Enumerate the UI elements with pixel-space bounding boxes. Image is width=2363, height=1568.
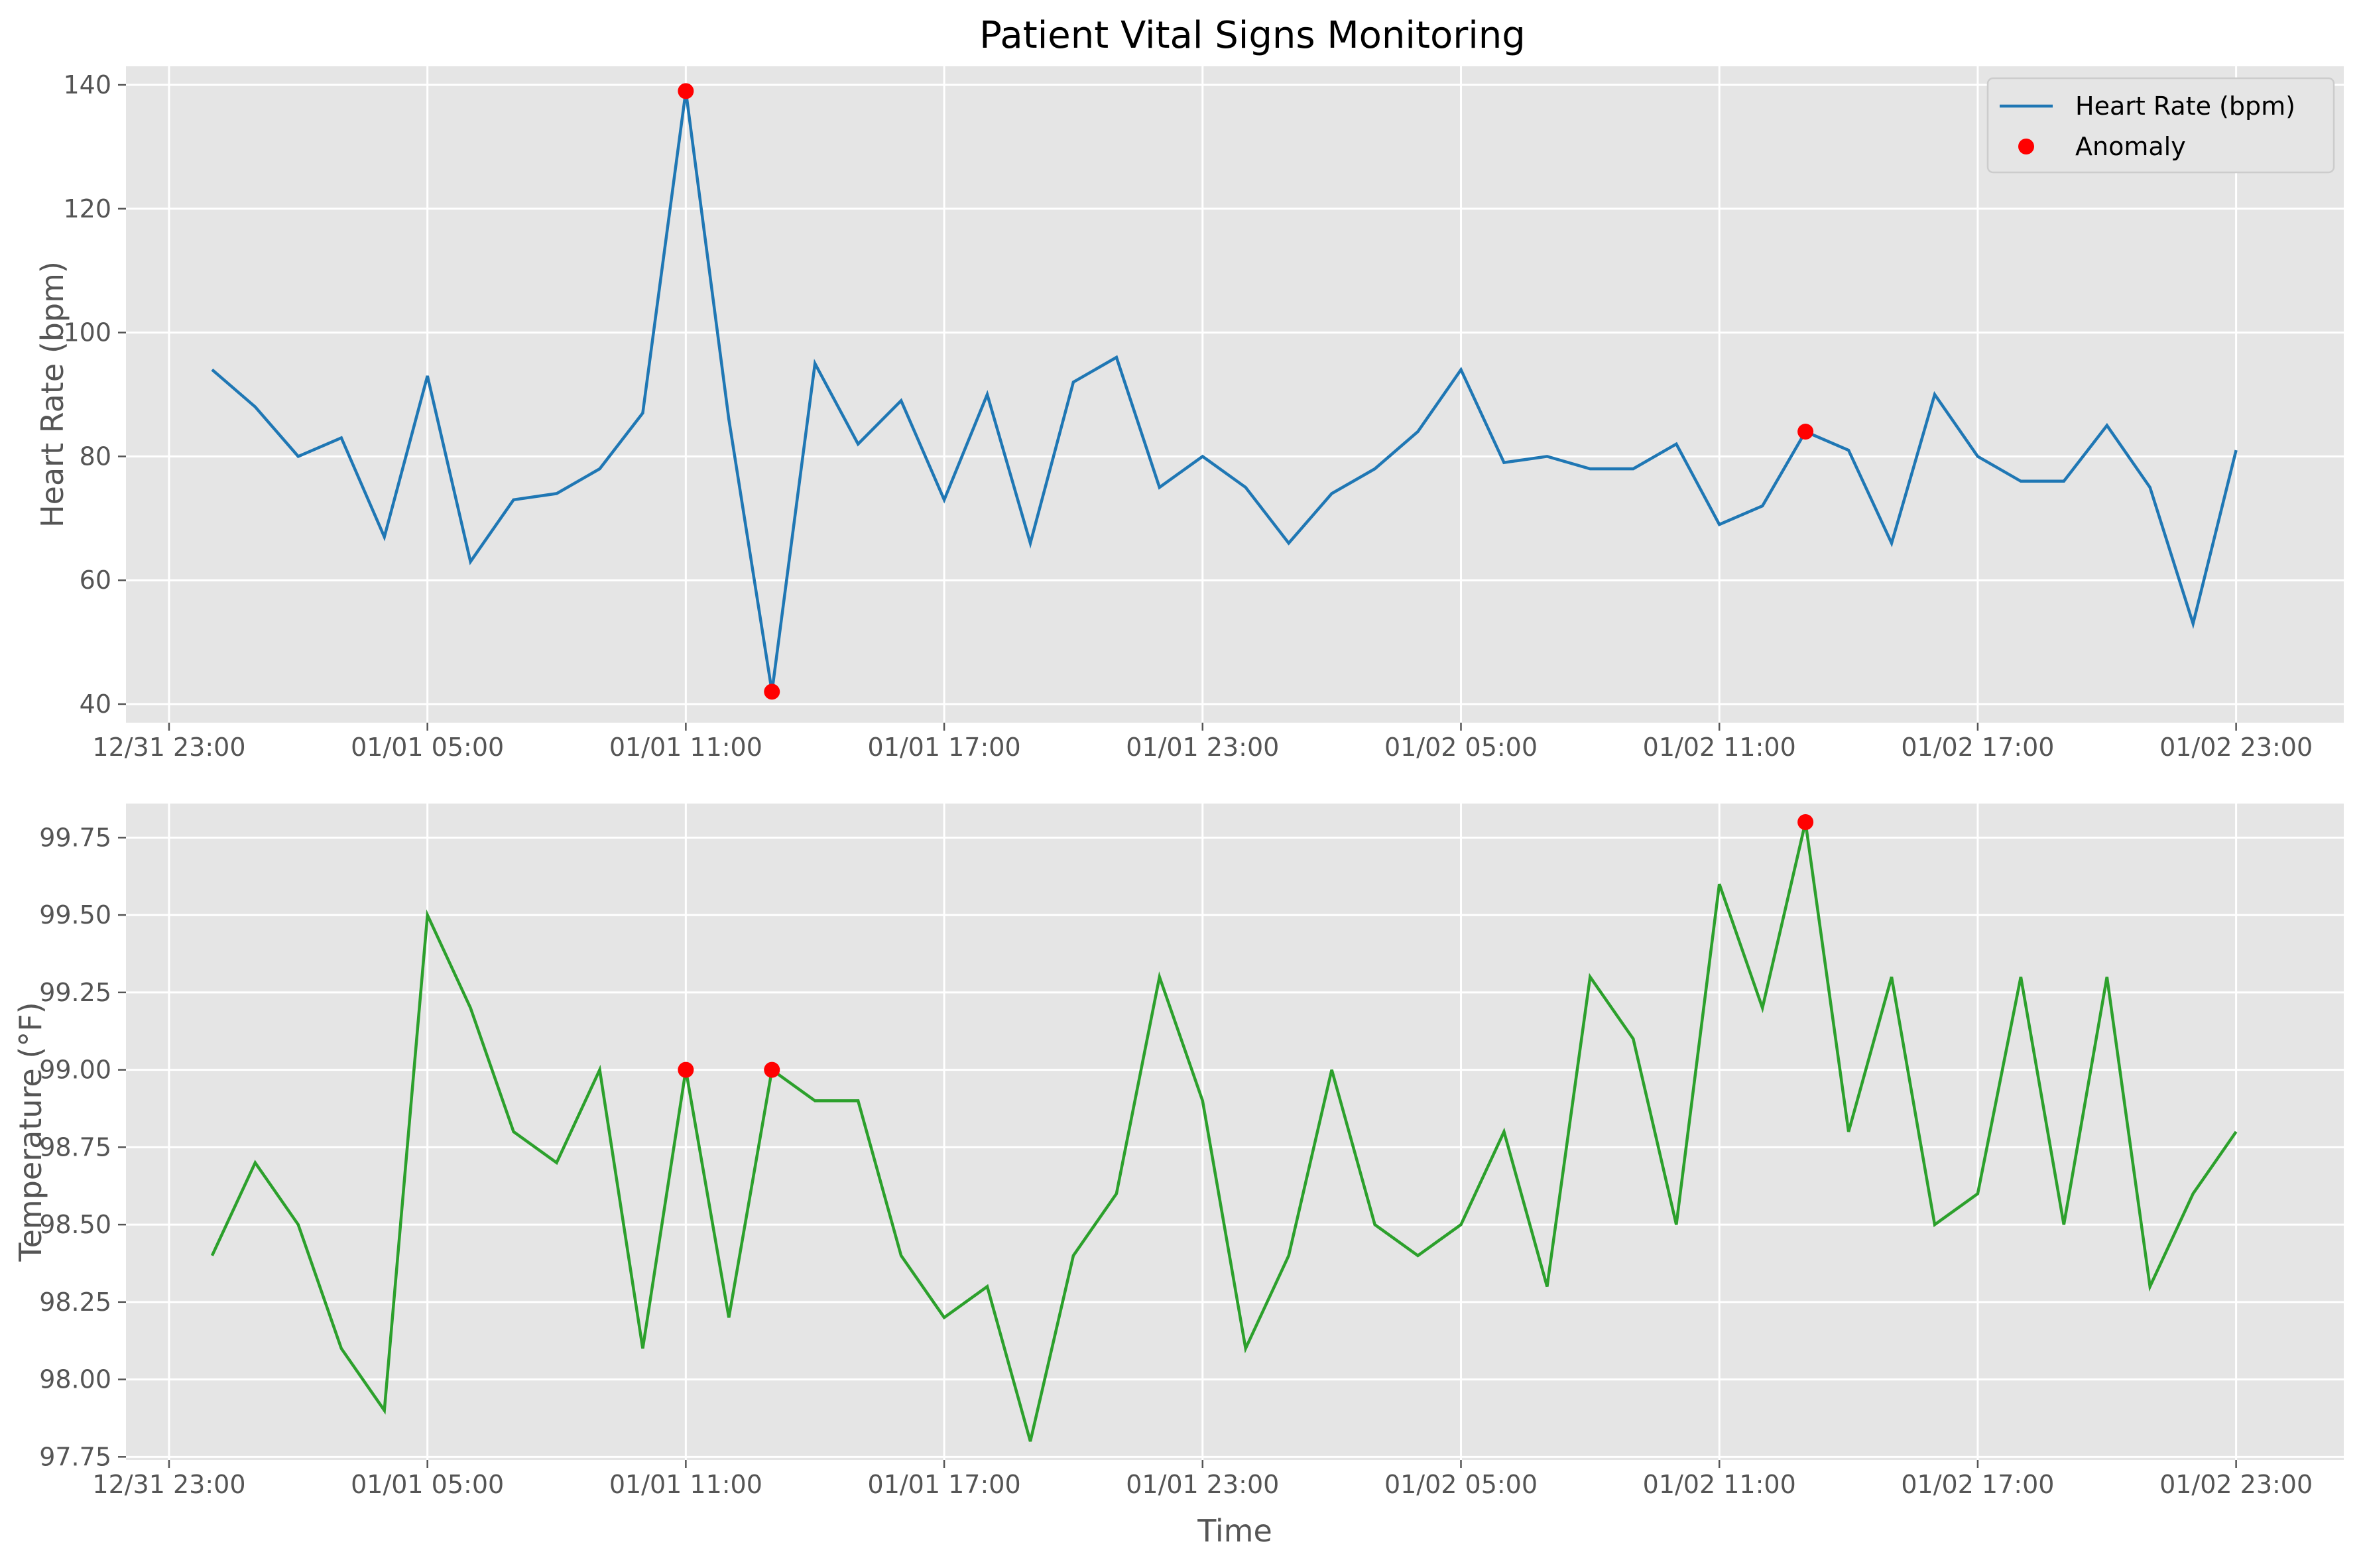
legend-label-heart-rate: Heart Rate (bpm): [2075, 91, 2295, 121]
x-tick-label: 12/31 23:00: [92, 733, 245, 762]
x-tick-label: 01/02 17:00: [1901, 733, 2054, 762]
x-tick-label: 01/02 17:00: [1901, 1470, 2054, 1499]
x-axis-label: Time: [1197, 1513, 1272, 1549]
x-tick-label: 01/01 05:00: [351, 733, 504, 762]
y-tick-label: 100: [63, 318, 111, 347]
plot-area: [126, 804, 2344, 1460]
legend-marker-swatch: [2018, 139, 2034, 154]
x-tick-label: 01/01 23:00: [1126, 1470, 1279, 1499]
legend-frame: [1986, 77, 2335, 174]
heart-rate-line: [211, 91, 2238, 692]
x-tick-label: 01/02 11:00: [1643, 1470, 1796, 1499]
legend-label-anomaly: Anomaly: [2075, 132, 2186, 161]
y-tick-label: 60: [80, 566, 111, 595]
anomaly-point: [678, 1061, 694, 1078]
y-tick-label: 140: [63, 70, 111, 99]
temperature-line: [210, 821, 2238, 1442]
x-tick-label: 01/01 11:00: [609, 733, 762, 762]
y-tick-label: 99.75: [39, 823, 111, 852]
heart-rate-panel: 12/31 23:00 01/01 05:00 01/01 11:00 01/01 1…: [34, 66, 2344, 762]
anomaly-point: [1797, 424, 1814, 440]
x-tick-label: 01/02 23:00: [2159, 733, 2313, 762]
x-tick-label: 01/01 11:00: [609, 1470, 762, 1499]
x-tick-label: 01/01 17:00: [868, 733, 1021, 762]
x-tick-label: 01/02 05:00: [1384, 1470, 1538, 1499]
y-tick-label: 99.00: [39, 1055, 111, 1085]
x-tick-label: 01/01 17:00: [868, 1470, 1021, 1499]
x-tick-label: 01/02 11:00: [1643, 733, 1796, 762]
chart-title: Patient Vital Signs Monitoring: [979, 14, 1526, 57]
x-tick-label: 01/02 23:00: [2159, 1470, 2313, 1499]
anomaly-point: [764, 1061, 780, 1078]
y-axis-label: Temperature (°F): [13, 1002, 48, 1262]
y-tick-label: 120: [63, 194, 111, 223]
x-tick-label: 12/31 23:00: [92, 1470, 245, 1499]
anomaly-point: [764, 684, 780, 700]
x-tick-label: 01/01 05:00: [351, 1470, 504, 1499]
x-tick-label: 01/02 05:00: [1384, 733, 1538, 762]
y-tick-label: 98.75: [39, 1132, 111, 1162]
plot-area: [126, 66, 2344, 723]
y-tick-label: 99.50: [39, 900, 111, 930]
legend: Heart Rate (bpm) Anomaly: [1986, 77, 2335, 174]
y-tick-label: 40: [80, 690, 111, 719]
y-tick-label: 98.25: [39, 1288, 111, 1317]
y-tick-label: 80: [80, 442, 111, 471]
anomaly-point: [678, 83, 694, 99]
temperature-panel: 12/31 23:00 01/01 05:00 01/01 11:00 01/01 1…: [13, 804, 2344, 1549]
anomaly-point: [1797, 814, 1814, 831]
x-tick-label: 01/01 23:00: [1126, 733, 1279, 762]
y-axis-label: Heart Rate (bpm): [34, 261, 70, 528]
y-tick-label: 98.00: [39, 1365, 111, 1394]
y-tick-label: 97.75: [39, 1442, 111, 1471]
y-tick-label: 98.50: [39, 1210, 111, 1239]
y-tick-label: 99.25: [39, 978, 111, 1007]
